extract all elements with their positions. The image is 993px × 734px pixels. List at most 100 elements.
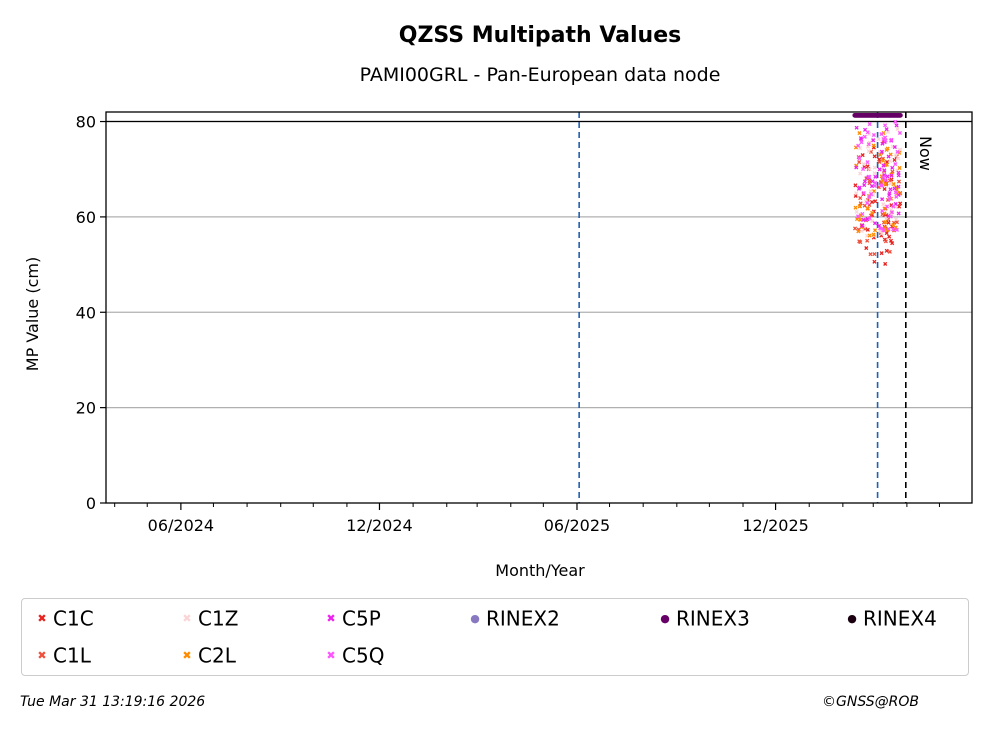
data-point: [879, 231, 884, 236]
legend-marker-icon: ✖: [37, 648, 47, 662]
legend-label: C5P: [342, 606, 381, 631]
data-points: [852, 112, 903, 266]
data-point: [872, 189, 877, 194]
data-point: [865, 164, 870, 169]
data-point: [858, 201, 863, 206]
data-point: [877, 159, 882, 165]
data-point: [879, 149, 884, 154]
data-point: [894, 194, 899, 199]
data-point: [865, 130, 870, 135]
data-point: [872, 165, 877, 170]
data-point: [887, 178, 892, 183]
data-point: [882, 186, 887, 192]
x-tick-label: 12/2025: [742, 516, 808, 535]
data-point: [859, 140, 864, 145]
data-point: [857, 185, 862, 190]
data-point: [870, 210, 875, 215]
data-point: [853, 193, 858, 198]
legend-item-c2l: ✖ C2L: [176, 645, 235, 666]
data-point: [898, 201, 903, 206]
data-point: [897, 204, 902, 209]
data-point: [879, 132, 884, 137]
data-point: [883, 138, 888, 143]
data-point: [884, 162, 889, 167]
data-point: [861, 217, 866, 222]
data-point: [888, 181, 893, 186]
legend-label: C1L: [53, 643, 91, 668]
data-point: [872, 228, 878, 233]
data-point: [892, 144, 897, 150]
x-axis-label: Month/Year: [495, 561, 585, 580]
data-point: [857, 156, 862, 161]
data-point: [880, 141, 885, 146]
data-point: [868, 252, 873, 257]
vertical-markers: Now: [578, 112, 935, 503]
y-tick-label: 60: [76, 208, 96, 227]
legend-marker-icon: ●: [847, 611, 857, 625]
chart-title: QZSS Multipath Values: [399, 23, 682, 48]
data-point: [896, 170, 901, 175]
data-point: [862, 134, 867, 139]
data-point: [882, 168, 887, 173]
data-point: [890, 241, 895, 246]
data-point: [872, 259, 877, 264]
data-point: [897, 165, 902, 171]
data-point: [896, 179, 902, 184]
data-point: [887, 191, 892, 196]
data-point: [894, 123, 899, 128]
data-point: [854, 191, 859, 196]
data-point: [872, 154, 877, 159]
grid-lines: [106, 120, 972, 409]
legend-item-c1z: ✖ C1Z: [176, 606, 239, 631]
plot-frame: [105, 111, 973, 504]
data-point: [885, 129, 891, 134]
data-point: [858, 240, 863, 245]
data-point: [873, 180, 878, 186]
legend-label: RINEX2: [486, 606, 560, 631]
legend-marker-icon: ✖: [37, 611, 47, 625]
y-tick-label: 80: [76, 113, 96, 132]
data-point: [888, 187, 893, 192]
data-point: [897, 130, 902, 136]
legend-item-c5q: ✖ C5Q: [320, 645, 384, 666]
legend-marker-icon: ●: [660, 611, 670, 625]
legend-label: C1Z: [198, 606, 239, 631]
legend-label: RINEX4: [863, 606, 937, 631]
data-point: [865, 227, 870, 232]
data-point: [884, 127, 889, 132]
data-point: [893, 190, 898, 195]
data-point: [889, 173, 894, 178]
data-point: [894, 220, 900, 225]
x-tick-label: 06/2025: [544, 516, 610, 535]
data-point: [857, 204, 862, 209]
data-point: [869, 199, 875, 205]
data-point: [891, 227, 896, 232]
data-point: [860, 211, 865, 216]
y-axis-label: MP Value (cm): [23, 257, 42, 371]
data-point: [888, 158, 893, 164]
data-point: [864, 246, 869, 251]
legend-marker-icon: ✖: [182, 648, 192, 662]
data-point: [865, 200, 870, 206]
data-point: [871, 138, 876, 143]
data-point: [887, 196, 892, 201]
data-point: [865, 238, 870, 243]
data-point: [883, 239, 888, 244]
data-point: [872, 171, 877, 176]
data-point: [867, 233, 872, 238]
data-point: [856, 143, 861, 148]
data-point: [859, 223, 865, 228]
data-point: [892, 157, 897, 163]
data-point: [872, 221, 878, 226]
data-point: [881, 175, 886, 180]
data-point: [877, 167, 882, 172]
data-point: [894, 187, 900, 192]
legend-item-rinex2: ● RINEX2: [464, 606, 560, 631]
data-point: [896, 211, 901, 216]
data-point: [883, 181, 888, 187]
data-point: [892, 186, 897, 191]
data-point: [869, 192, 874, 197]
data-point: [884, 147, 889, 153]
data-point: [894, 227, 900, 232]
